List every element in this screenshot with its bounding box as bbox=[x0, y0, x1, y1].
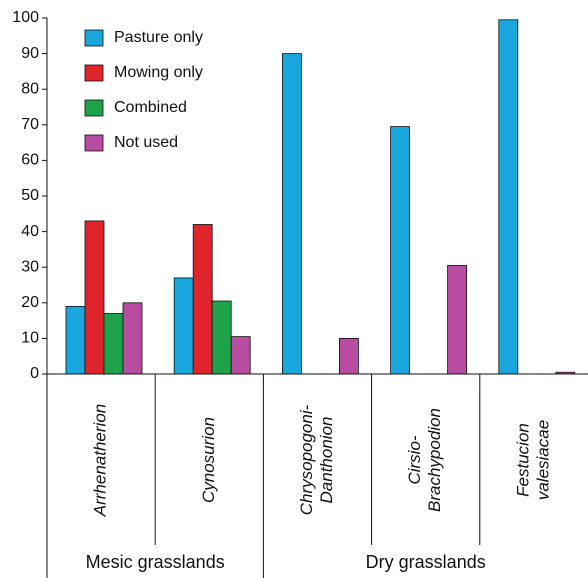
bar bbox=[103, 313, 124, 375]
x-tick-label: valesiacae bbox=[533, 420, 552, 500]
legend-swatch bbox=[84, 64, 104, 82]
y-tick-label: 80 bbox=[21, 80, 39, 97]
legend-label: Mowing only bbox=[114, 64, 203, 81]
legend-label: Not used bbox=[114, 134, 178, 151]
bar bbox=[281, 53, 302, 375]
bar bbox=[390, 126, 411, 375]
y-tick-label: 60 bbox=[21, 152, 39, 169]
bar bbox=[65, 305, 86, 375]
bar bbox=[338, 337, 359, 375]
bar bbox=[211, 300, 232, 375]
bar bbox=[498, 19, 519, 375]
x-tick-label: Cirsio- bbox=[405, 435, 424, 484]
legend-swatch bbox=[84, 29, 104, 47]
bar bbox=[84, 220, 105, 375]
bar bbox=[230, 336, 251, 375]
group-label: Mesic grasslands bbox=[86, 552, 225, 572]
x-tick-label: Cynosurion bbox=[199, 417, 218, 503]
legend-label: Pasture only bbox=[114, 29, 203, 46]
x-tick-label: Brachypodion bbox=[425, 408, 444, 512]
bar bbox=[122, 302, 143, 375]
y-tick-label: 40 bbox=[21, 223, 39, 240]
y-tick-label: 50 bbox=[21, 187, 39, 204]
legend-swatch bbox=[84, 99, 104, 117]
y-tick-label: 90 bbox=[21, 45, 39, 62]
bar bbox=[447, 265, 468, 375]
legend-label: Combined bbox=[114, 99, 187, 116]
bar bbox=[173, 277, 194, 375]
x-tick-label: Festucion bbox=[513, 423, 532, 497]
x-tick-label: Arrhenatherion bbox=[91, 404, 110, 517]
x-tick-label: Chrysopogoni- bbox=[297, 404, 316, 515]
y-tick-label: 10 bbox=[21, 330, 39, 347]
bar bbox=[192, 224, 213, 375]
x-tick-label: Danthonion bbox=[317, 417, 336, 504]
group-label: Dry grasslands bbox=[366, 552, 486, 572]
y-tick-label: 0 bbox=[30, 365, 39, 382]
legend-swatch bbox=[84, 134, 104, 152]
y-tick-label: 100 bbox=[12, 9, 39, 26]
y-tick-label: 70 bbox=[21, 116, 39, 133]
y-tick-label: 20 bbox=[21, 294, 39, 311]
y-tick-label: 30 bbox=[21, 258, 39, 275]
